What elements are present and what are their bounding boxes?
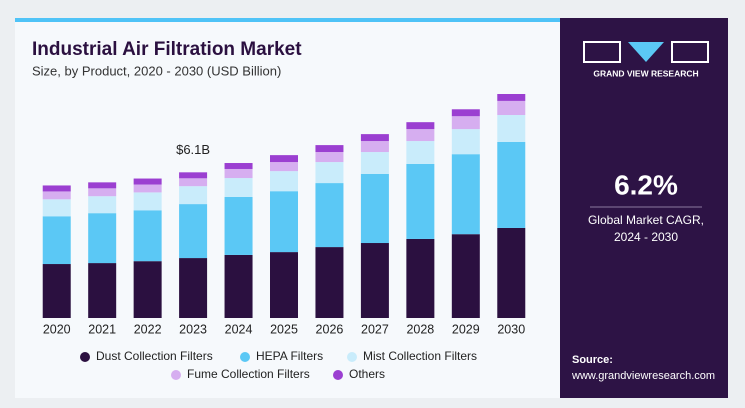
x-tick-label: 2027 <box>361 322 389 336</box>
x-tick-label: 2024 <box>225 322 253 336</box>
bar-segment <box>88 196 117 214</box>
bar-segment <box>224 196 253 255</box>
bar-segment <box>406 163 435 239</box>
bar-segment <box>497 142 526 228</box>
bar-segment <box>451 129 480 155</box>
cagr-label: 2024 - 2030 <box>614 230 678 244</box>
top-strip <box>15 18 560 22</box>
bar-segment <box>42 191 71 200</box>
bar-segment <box>42 264 71 318</box>
bar-segment <box>406 122 435 130</box>
x-tick-label: 2025 <box>270 322 298 336</box>
annotation: $6.1B <box>176 142 210 157</box>
bar-segment <box>315 162 344 184</box>
x-tick-label: 2021 <box>88 322 116 336</box>
bar-segment <box>451 234 480 318</box>
x-tick-label: 2022 <box>134 322 162 336</box>
bar-segment <box>451 154 480 235</box>
bar-segment <box>270 155 298 163</box>
bar-segment <box>315 247 344 318</box>
legend-label: Mist Collection Filters <box>363 349 477 363</box>
side-panel <box>560 18 728 398</box>
bar-segment <box>179 172 208 179</box>
source: www.grandviewresearch.com <box>571 370 715 382</box>
source-label: Source: <box>572 354 613 366</box>
bar-segment <box>133 192 162 211</box>
bar-segment <box>270 162 298 172</box>
bar-segment <box>270 171 298 192</box>
bar-segment <box>360 152 389 174</box>
bar-segment <box>451 116 480 130</box>
x-tick-label: 2026 <box>316 322 344 336</box>
legend-swatch <box>171 370 181 380</box>
bar-segment <box>224 168 253 179</box>
bar-segment <box>315 183 344 248</box>
bar-segment <box>133 184 162 193</box>
legend-swatch <box>80 352 90 362</box>
bar-segment <box>406 141 435 164</box>
bar-segment <box>179 178 208 187</box>
x-tick-label: 2028 <box>406 322 434 336</box>
bar-segment <box>497 227 526 318</box>
bar-segment <box>497 100 526 116</box>
bar-segment <box>406 129 435 142</box>
brand: GRAND VIEW RESEARCH <box>593 68 698 78</box>
bar-segment <box>315 145 344 153</box>
legend-label: Dust Collection Filters <box>96 349 213 363</box>
logo-box <box>671 41 709 63</box>
x-tick-label: 2020 <box>43 322 71 336</box>
bar-segment <box>133 210 162 262</box>
bar-segment <box>270 252 298 318</box>
bar-segment <box>360 134 389 142</box>
bar-segment <box>451 109 480 117</box>
bar-segment <box>497 115 526 142</box>
chart-subtitle: Size, by Product, 2020 - 2030 (USD Billi… <box>32 63 281 78</box>
bar-segment <box>224 163 253 169</box>
logo-triangle <box>628 42 664 62</box>
bar-segment <box>42 185 71 192</box>
bar-segment <box>133 261 162 318</box>
legend-swatch <box>333 370 343 380</box>
chart-title: Industrial Air Filtration Market <box>32 39 302 60</box>
bar-segment <box>42 199 71 217</box>
bar-segment <box>88 182 117 189</box>
bar-segment <box>179 186 208 205</box>
bar-segment <box>497 94 526 101</box>
bar-segment <box>133 178 162 185</box>
legend-swatch <box>347 352 357 362</box>
bar-segment <box>406 238 435 318</box>
bar-segment <box>360 243 389 318</box>
bar-segment <box>360 174 389 244</box>
bar-segment <box>224 178 253 197</box>
bar-segment <box>224 254 253 318</box>
cagr-value: 6.2% <box>614 169 678 200</box>
bar-segment <box>179 258 208 318</box>
logo <box>583 41 709 63</box>
bar-segment <box>179 204 208 259</box>
logo-box <box>583 41 621 63</box>
cagr-label: Global Market CAGR, <box>588 213 704 227</box>
bar-segment <box>88 188 117 197</box>
legend-swatch <box>240 352 250 362</box>
x-tick-label: 2029 <box>452 322 480 336</box>
x-tick-label: 2023 <box>179 322 207 336</box>
bar-segment <box>315 152 344 163</box>
legend-label: Others <box>349 367 385 381</box>
bar-segment <box>88 263 117 318</box>
x-tick-label: 2030 <box>497 322 525 336</box>
bar-segment <box>88 213 117 264</box>
bar-segment <box>42 216 71 265</box>
bar-segment <box>360 141 389 153</box>
bar-segment <box>270 191 298 253</box>
legend-label: Fume Collection Filters <box>187 367 310 381</box>
legend-label: HEPA Filters <box>256 349 323 363</box>
